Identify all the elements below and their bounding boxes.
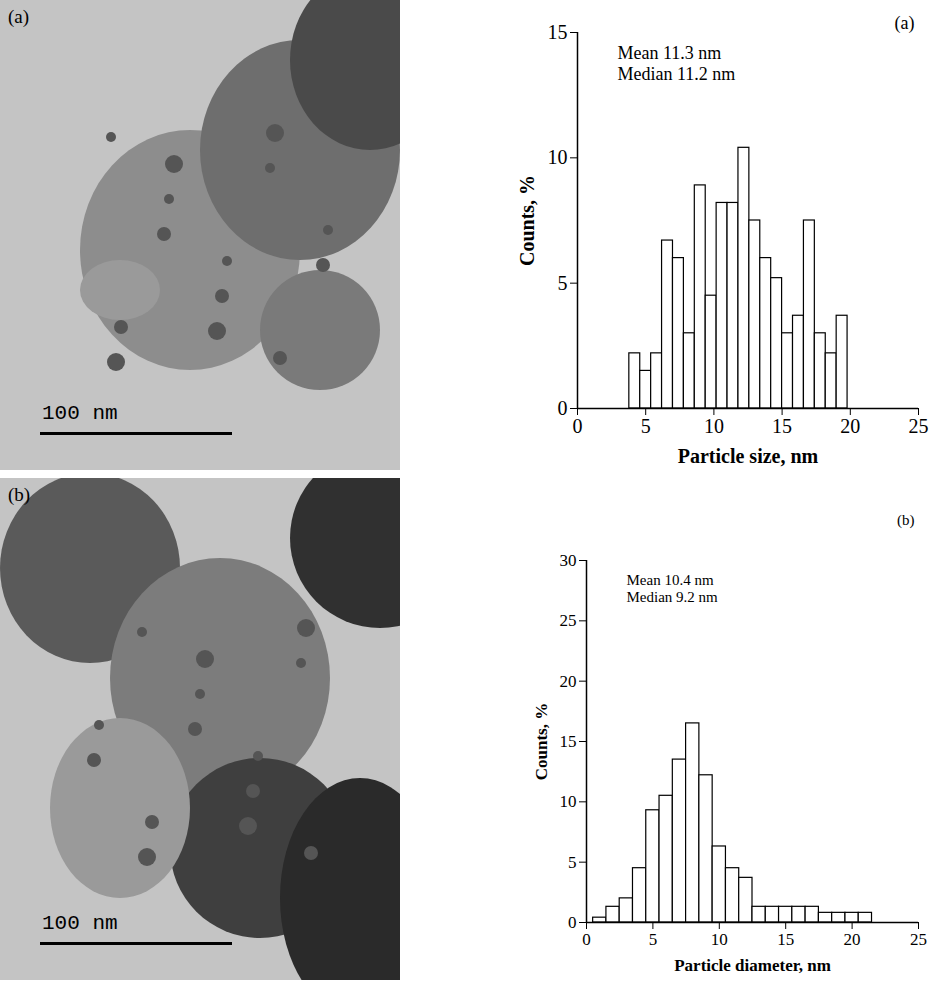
svg-text:25: 25 bbox=[560, 611, 577, 630]
html-text:100 nm: 100 nm bbox=[42, 912, 118, 935]
svg-text:15: 15 bbox=[560, 732, 577, 751]
svg-text:10: 10 bbox=[711, 930, 728, 949]
svg-text:(a): (a) bbox=[895, 13, 915, 34]
svg-text:20: 20 bbox=[840, 415, 860, 437]
svg-text:15: 15 bbox=[548, 21, 568, 43]
html-text:(b): (b) bbox=[8, 484, 31, 505]
html-text:(a): (a) bbox=[8, 6, 30, 27]
svg-text:10: 10 bbox=[548, 146, 568, 168]
svg-text:10: 10 bbox=[704, 415, 724, 437]
svg-text:Particle diameter, nm: Particle diameter, nm bbox=[674, 956, 831, 975]
svg-text:0: 0 bbox=[582, 930, 591, 949]
svg-text:5: 5 bbox=[568, 853, 577, 872]
svg-text:Counts, %: Counts, % bbox=[516, 175, 538, 266]
svg-text:Mean 10.4 nmMedian 9.2 nm: Mean 10.4 nmMedian 9.2 nm bbox=[627, 572, 719, 605]
svg-text:20: 20 bbox=[844, 930, 861, 949]
svg-text:15: 15 bbox=[777, 930, 794, 949]
svg-text:20: 20 bbox=[560, 672, 577, 691]
svg-text:Counts, %: Counts, % bbox=[532, 703, 551, 780]
svg-text:5: 5 bbox=[558, 272, 568, 294]
svg-text:5: 5 bbox=[649, 930, 658, 949]
svg-text:(b): (b) bbox=[897, 512, 915, 529]
svg-text:Mean 11.3 nmMedian 11.2 nm: Mean 11.3 nmMedian 11.2 nm bbox=[618, 43, 736, 84]
svg-text:10: 10 bbox=[560, 792, 577, 811]
svg-text:25: 25 bbox=[909, 415, 929, 437]
svg-text:0: 0 bbox=[558, 397, 568, 419]
svg-text:25: 25 bbox=[910, 930, 927, 949]
html-text:100 nm: 100 nm bbox=[42, 402, 118, 425]
svg-text:0: 0 bbox=[568, 913, 577, 932]
svg-text:30: 30 bbox=[560, 551, 577, 570]
svg-text:Particle size, nm: Particle size, nm bbox=[678, 445, 819, 467]
svg-text:15: 15 bbox=[772, 415, 792, 437]
svg-text:5: 5 bbox=[641, 415, 651, 437]
svg-text:0: 0 bbox=[573, 415, 583, 437]
